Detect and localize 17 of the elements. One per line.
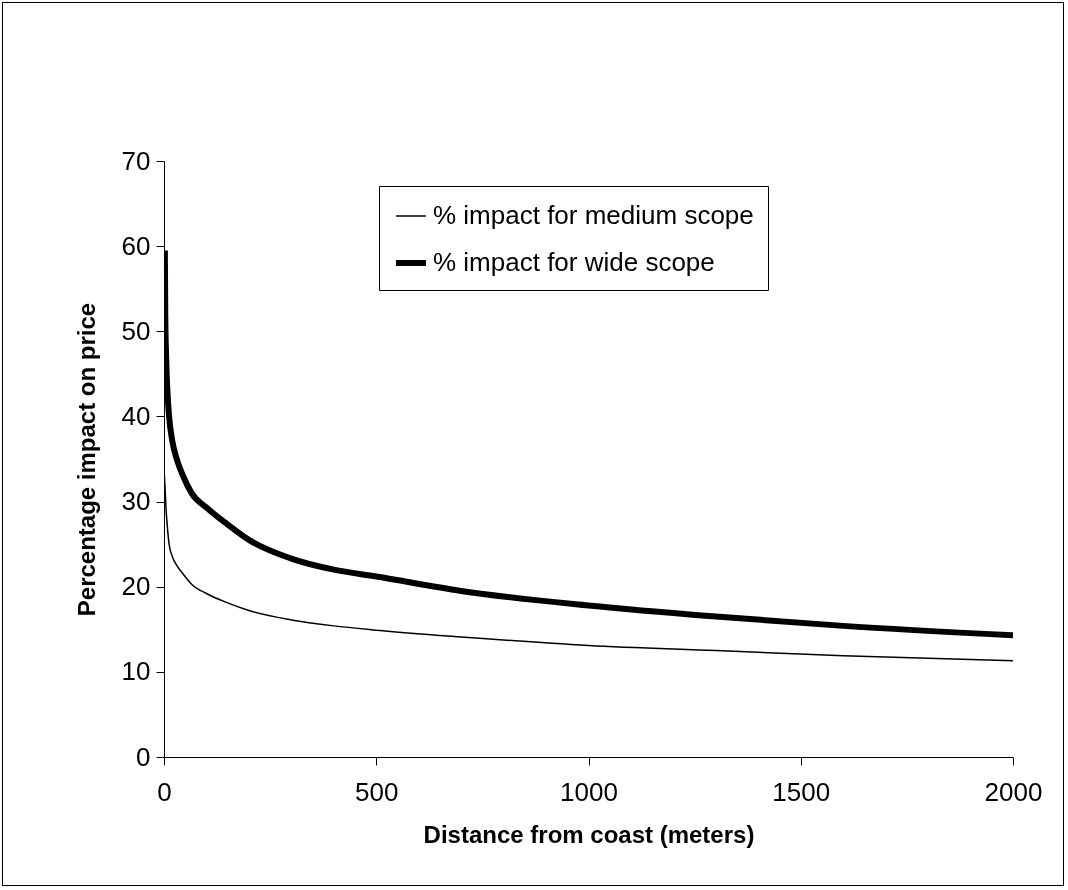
x-tick-label: 1000 — [560, 776, 618, 807]
y-tick-label: 70 — [121, 145, 151, 176]
y-tick-label: 40 — [121, 400, 151, 431]
legend-label: % impact for wide scope — [433, 247, 715, 277]
x-tick-label: 0 — [157, 776, 172, 807]
y-tick-label: 60 — [121, 230, 151, 261]
y-tick-label: 50 — [121, 315, 151, 346]
y-tick-label: 0 — [136, 741, 151, 772]
x-tick-label: 500 — [355, 776, 399, 807]
legend-label: % impact for medium scope — [433, 200, 754, 230]
y-tick-label: 10 — [121, 656, 151, 687]
x-axis-title: Distance from coast (meters) — [423, 820, 755, 848]
y-tick-label: 30 — [121, 486, 151, 517]
x-tick-label: 1500 — [772, 776, 831, 807]
x-tick-label: 2000 — [984, 776, 1043, 807]
y-tick-label: 20 — [121, 571, 151, 602]
y-axis-title: Percentage impact on price — [72, 302, 100, 617]
